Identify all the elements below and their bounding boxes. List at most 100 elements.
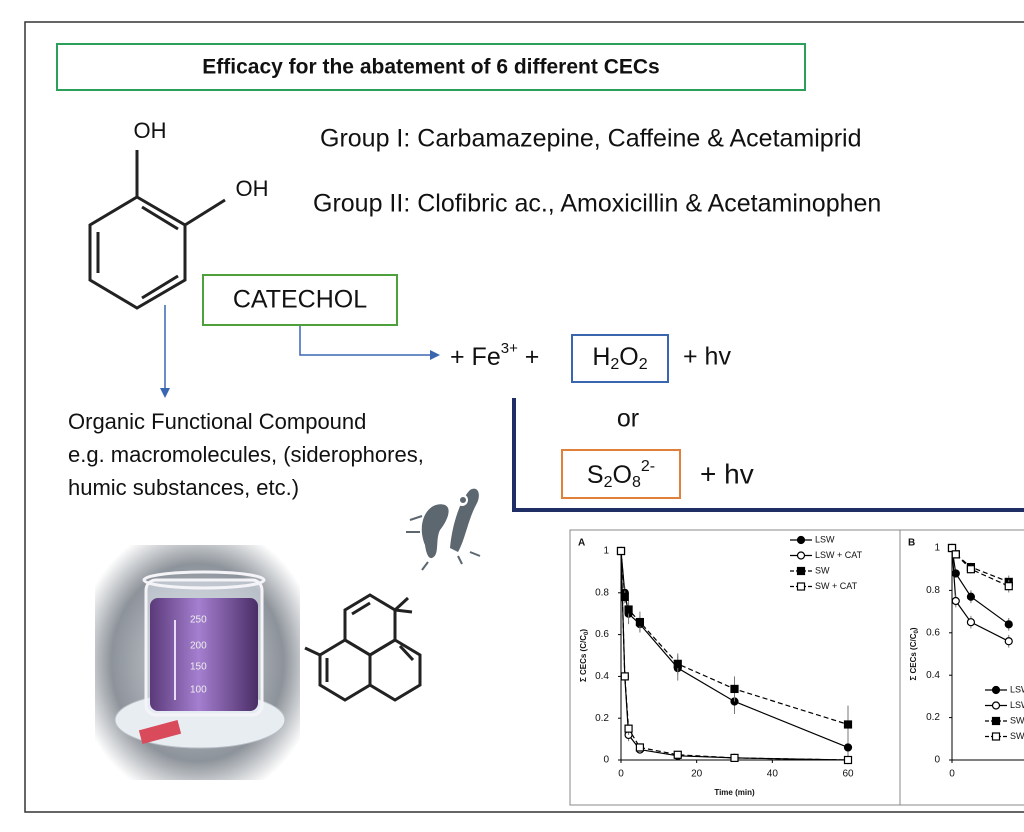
series-line <box>951 547 1010 642</box>
light-term: + hv <box>700 458 754 489</box>
legend-label: SW <box>1010 715 1024 725</box>
subscript: 2 <box>610 356 619 373</box>
y-tick-label: 0.4 <box>926 670 940 681</box>
marker <box>991 701 1001 710</box>
y-tick-label: 0 <box>603 755 609 766</box>
marker <box>1004 582 1013 591</box>
y-tick-label: 0.8 <box>926 585 940 596</box>
x-tick-label: 20 <box>691 769 703 780</box>
subscript: 2 <box>604 474 613 491</box>
group-text: Group I: Carbamazepine, Caffeine & Aceta… <box>320 125 862 153</box>
text: O <box>619 343 638 371</box>
x-tick-label: 40 <box>767 769 779 780</box>
marker <box>843 720 853 729</box>
beaker-mark: 150 <box>190 662 207 673</box>
beaker-photo <box>95 545 300 780</box>
oh-label: OH <box>236 176 269 201</box>
marker <box>991 716 1001 726</box>
marker <box>966 565 976 574</box>
legend-label: LSW <box>815 534 835 544</box>
marker <box>730 753 739 763</box>
legend-label: SW + CAT <box>815 581 858 591</box>
y-tick-label: 0.8 <box>595 587 609 598</box>
y-axis-label: Σ CECs (C/C0) <box>579 629 589 682</box>
marker <box>796 535 806 545</box>
marker <box>951 550 960 559</box>
label-part: 0 <box>914 629 920 633</box>
marker <box>796 566 806 576</box>
molecule-structure <box>304 593 422 702</box>
panel-frame <box>899 529 1024 806</box>
panel-label: B <box>908 538 915 549</box>
organic-text: e.g. macromolecules, (siderophores, <box>68 442 424 467</box>
y-axis-label: Σ CECs (C/C0) <box>909 627 919 680</box>
superscript: 3+ <box>501 340 518 357</box>
marker <box>991 685 1001 695</box>
marker <box>624 724 633 733</box>
group-text: Group II: Clofibric ac., Amoxicillin & A… <box>313 190 881 218</box>
y-tick-label: 0.6 <box>926 627 940 638</box>
label-part: ) <box>909 627 918 630</box>
label-part: Σ CECs (C/C <box>579 635 588 682</box>
text: H <box>592 343 610 371</box>
bacteria-icon <box>406 488 481 571</box>
marker <box>673 659 682 668</box>
marker <box>1004 637 1013 646</box>
or-label: or <box>617 405 639 433</box>
marker <box>951 596 960 606</box>
x-axis-label: Time (min) <box>714 788 755 797</box>
title-box <box>56 43 806 91</box>
marker <box>635 617 645 627</box>
x-tick-label: 60 <box>842 769 854 780</box>
beaker-mark: 250 <box>190 615 207 626</box>
bracket <box>512 398 1024 512</box>
peroxide-box <box>571 334 669 383</box>
label-part: Σ CECs (C/C <box>909 633 918 680</box>
legend-label: LSW <box>1010 684 1024 694</box>
text: S <box>587 461 604 489</box>
marker <box>635 743 645 752</box>
series-line <box>951 547 1010 625</box>
legend-label: LSW + CAT <box>1010 700 1024 710</box>
marker <box>843 755 853 765</box>
title: Efficacy for the abatement of 6 differen… <box>202 56 659 79</box>
subscript: 8 <box>632 474 641 491</box>
label-part: 0 <box>584 631 590 635</box>
persulfate-box <box>561 449 681 499</box>
x-tick-label: 0 <box>618 769 624 780</box>
superscript: 2- <box>641 458 655 475</box>
frame <box>24 21 1024 813</box>
peroxide: H2O2 <box>592 343 647 374</box>
marker <box>624 605 633 614</box>
organic-text: Organic Functional Compound <box>68 409 366 434</box>
marker <box>843 743 853 752</box>
catechol-box <box>202 274 398 326</box>
catechol-label: CATECHOL <box>233 286 367 314</box>
x-tick-label: 0 <box>949 769 955 780</box>
legend-label: LSW + CAT <box>815 550 863 560</box>
marker <box>991 732 1001 741</box>
organic-text: humic substances, etc.) <box>68 475 299 500</box>
marker <box>616 546 626 556</box>
catechol-structure <box>88 150 226 310</box>
beaker-mark: 100 <box>190 685 207 696</box>
marker <box>620 672 629 681</box>
y-tick-label: 0.2 <box>595 713 609 724</box>
oh-label: OH <box>134 118 167 143</box>
chart-panel: A 0 0.2 0.4 0.6 0.8 1 0 20 40 60 Time (min) Σ CECs (… <box>569 529 901 806</box>
text: + <box>518 343 540 371</box>
persulfate: S2O82- <box>587 458 655 491</box>
marker <box>620 592 629 602</box>
legend-label: SW <box>815 565 830 575</box>
y-tick-label: 1 <box>934 543 940 554</box>
light-term: + hv <box>683 343 731 371</box>
legend-label: SW + CAT <box>1010 731 1024 741</box>
marker <box>730 684 739 694</box>
marker <box>796 551 806 560</box>
marker <box>966 592 976 601</box>
subscript: 2 <box>639 356 648 373</box>
y-tick-label: 0.4 <box>595 671 609 682</box>
